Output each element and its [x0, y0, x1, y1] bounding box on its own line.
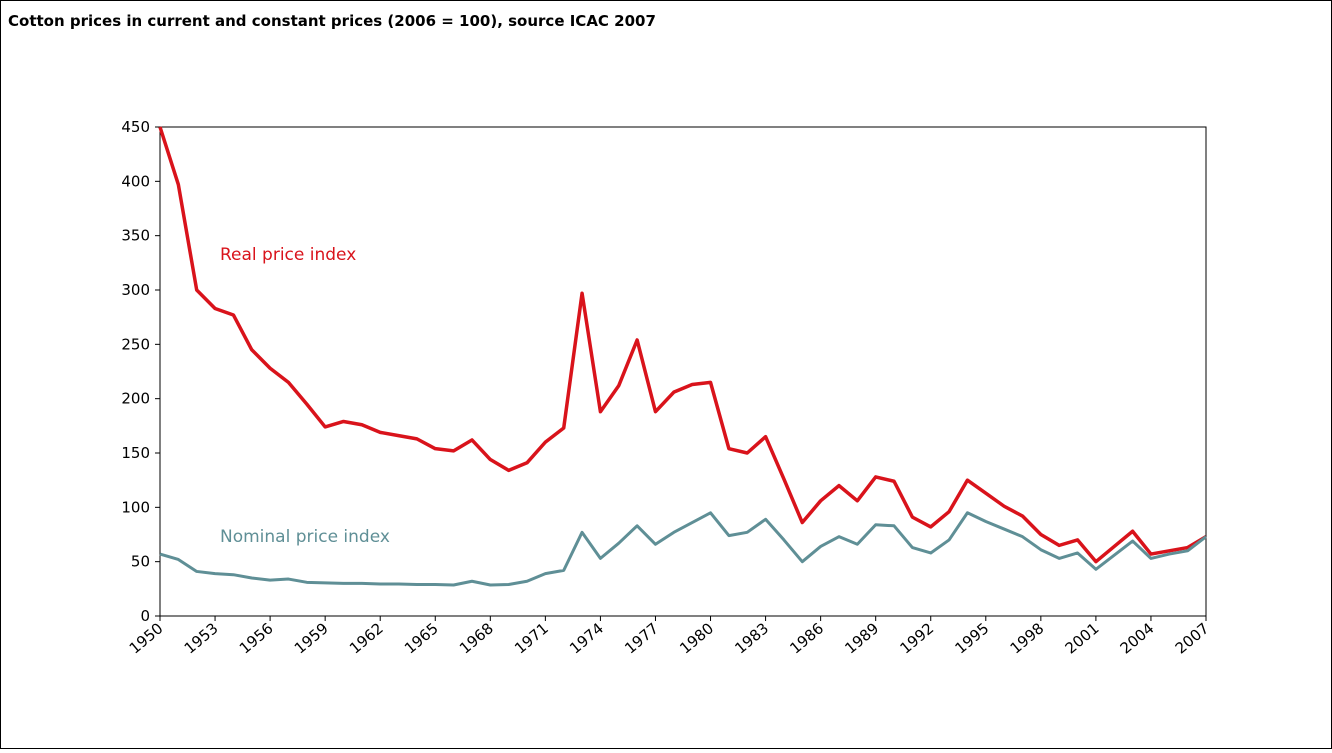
series-line — [158, 126, 1207, 564]
y-tick-label: 200 — [121, 390, 150, 408]
x-tick-label: 1989 — [841, 619, 882, 657]
series-label: Nominal price index — [220, 527, 390, 547]
x-tick-label: 1962 — [346, 619, 387, 657]
plot-area — [159, 126, 1207, 617]
x-tick-label: 1968 — [456, 619, 497, 657]
x-tick-label: 1977 — [621, 619, 662, 657]
x-tick-label: 2001 — [1062, 619, 1103, 657]
x-tick-label: 1971 — [511, 619, 552, 657]
y-tick-label: 100 — [121, 498, 150, 516]
x-tick-label: 1953 — [181, 619, 222, 657]
y-tick-label: 250 — [121, 335, 150, 353]
x-tick-label: 2004 — [1117, 619, 1158, 657]
x-tick-label: 1983 — [731, 619, 772, 657]
y-tick-label: 450 — [121, 118, 150, 136]
x-tick-label: 1950 — [126, 619, 167, 657]
x-tick-label: 1965 — [401, 619, 442, 657]
y-tick-label: 300 — [121, 281, 150, 299]
y-tick-label: 150 — [121, 444, 150, 462]
y-tick-label: 350 — [121, 227, 150, 245]
y-tick-label: 50 — [131, 553, 150, 571]
x-tick-label: 1995 — [952, 619, 993, 657]
x-tick-label: 1980 — [676, 619, 717, 657]
x-tick-label: 1959 — [291, 619, 332, 657]
x-tick-label: 2007 — [1172, 619, 1213, 657]
x-tick-label: 1992 — [896, 619, 937, 657]
chart-title: Cotton prices in current and constant pr… — [8, 12, 656, 30]
x-tick-label: 1998 — [1007, 619, 1048, 657]
x-tick-label: 1986 — [786, 619, 827, 657]
y-tick-label: 0 — [140, 607, 150, 625]
series-line — [159, 511, 1207, 587]
y-tick-label: 400 — [121, 172, 150, 190]
x-tick-label: 1956 — [236, 619, 277, 657]
x-tick-label: 1974 — [566, 619, 607, 657]
series-label: Real price index — [220, 245, 356, 265]
